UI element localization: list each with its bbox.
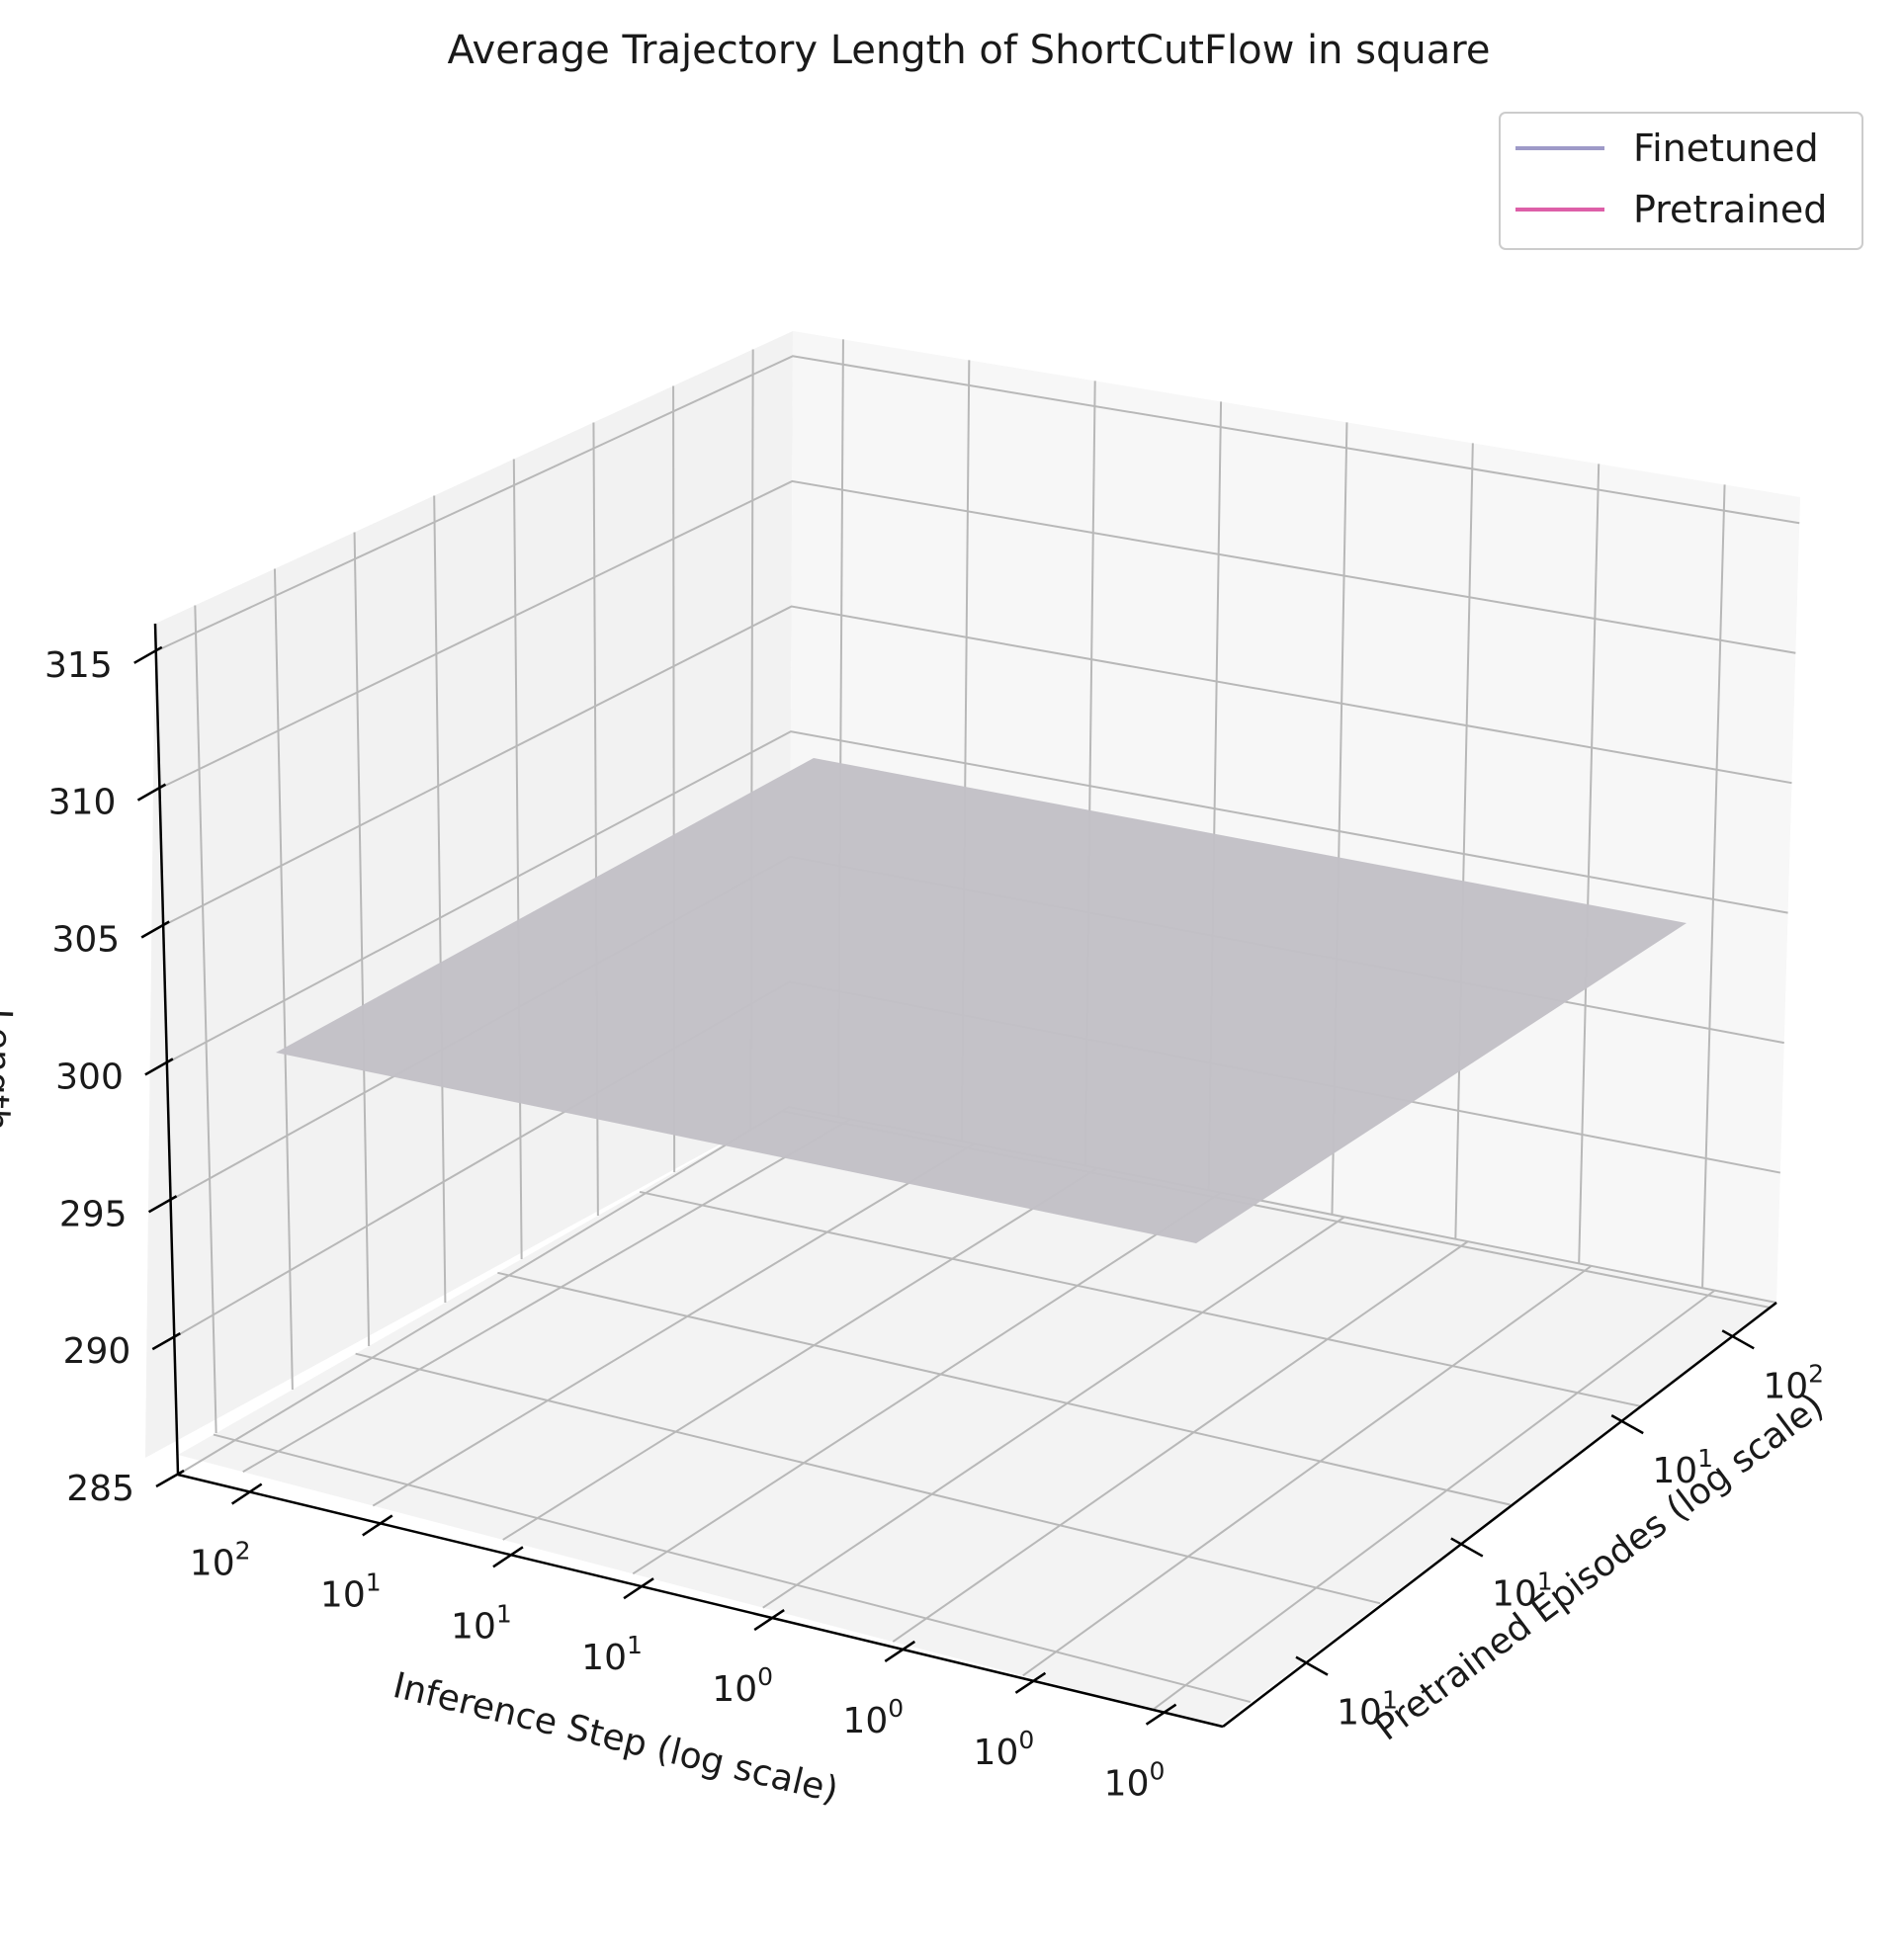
grid-line-floor [502,1167,1098,1541]
grid-line-left-wall [512,459,523,1260]
grid-line-floor [355,1352,1381,1605]
x-tick-mark [753,1608,785,1632]
grid-line-z-level [159,479,1796,790]
grid-line-floor [242,1118,851,1474]
z-axis-label: Length [0,1008,19,1133]
x-tick-mark [1145,1703,1177,1726]
grid-line-floor [632,1191,1222,1575]
y-tick-label: 101 [1652,1444,1713,1491]
grid-line-left-wall [433,495,447,1304]
x-tick-mark [230,1482,263,1505]
y-tick-label: 101 [1492,1567,1553,1615]
grid-line-left-wall [353,532,371,1347]
z-tick-mark [140,920,170,939]
x-tick-label: 100 [712,1662,773,1710]
z-tick-mark [144,1058,174,1076]
grid-line-back-wall [1578,464,1601,1264]
z-tick-label: 305 [51,920,120,961]
x-tick-mark [362,1514,393,1537]
x-tick-mark [884,1640,915,1662]
z-tick-mark [147,1195,178,1214]
y-tick-mark [1721,1329,1755,1350]
grid-line-z-level [166,730,1788,1064]
x-tick-label: 100 [842,1694,904,1741]
z-tick-mark [151,1332,181,1351]
y-tick-label: 101 [1337,1686,1398,1734]
x-tick-label: 100 [1104,1757,1166,1805]
x-tick-mark [1014,1671,1047,1694]
z-tick-label: 300 [55,1057,124,1097]
x-axis-label: Inference Step (log scale) [389,1665,842,1812]
legend-label-finetuned: Finetuned [1633,127,1819,170]
axes-panes [145,331,1800,1727]
y-tick-mark [1295,1655,1329,1676]
z-tick-mark [155,1469,185,1488]
z-tick-mark [133,645,163,664]
grid-line-left-wall [194,605,217,1434]
z-ticks: 285 290 295 300 305 310 315 [44,645,185,1509]
legend-label-pretrained: Pretrained [1633,188,1827,231]
grid-line-z-level [162,605,1792,927]
surface-plane [276,758,1687,1243]
z-tick-label: 285 [66,1469,134,1509]
z-tick-label: 315 [44,645,113,686]
grid-line-floor [762,1216,1345,1609]
z-axis-line [153,623,180,1476]
x-tick-label: 101 [581,1631,643,1678]
legend: Finetuned Pretrained [1499,112,1863,250]
z-tick-label: 290 [63,1331,131,1372]
y-ticks: 101 101 101 102 [1295,1329,1824,1734]
y-axis-line [1222,1302,1777,1728]
grid-line-floor [1022,1265,1593,1677]
x-axis-line [177,1473,1224,1729]
grid-line-floor [892,1240,1469,1643]
grid-line-floor [497,1271,1511,1506]
grid-line-left-wall [273,568,294,1391]
y-tick-label: 102 [1763,1359,1824,1406]
chart-title: Average Trajectory Length of ShortCutFlo… [448,28,1491,73]
x-tick-label: 100 [974,1726,1035,1773]
grid-line-floor [213,1433,1252,1704]
x-tick-label: 102 [190,1537,251,1584]
grid-line-floor [1152,1289,1716,1711]
x-tick-label: 101 [320,1567,382,1615]
grid-line-floor [372,1143,975,1507]
x-tick-mark [492,1546,524,1568]
y-tick-mark [1450,1537,1484,1558]
left-pane [145,331,793,1458]
x-tick-label: 101 [451,1599,512,1647]
z-tick-label: 310 [48,783,117,823]
x-tick-mark [623,1577,654,1600]
floor-pane [178,1107,1776,1727]
grid-line-z-level [155,355,1800,652]
grid-line-back-wall [1454,443,1474,1239]
y-tick-mark [1610,1414,1644,1435]
x-ticks: 102 101 101 101 100 100 100 100 [190,1482,1177,1805]
z-tick-mark [136,783,167,802]
grid-line-back-wall [1701,484,1726,1289]
grid-line-floor [639,1190,1641,1407]
z-tick-label: 295 [59,1194,128,1234]
